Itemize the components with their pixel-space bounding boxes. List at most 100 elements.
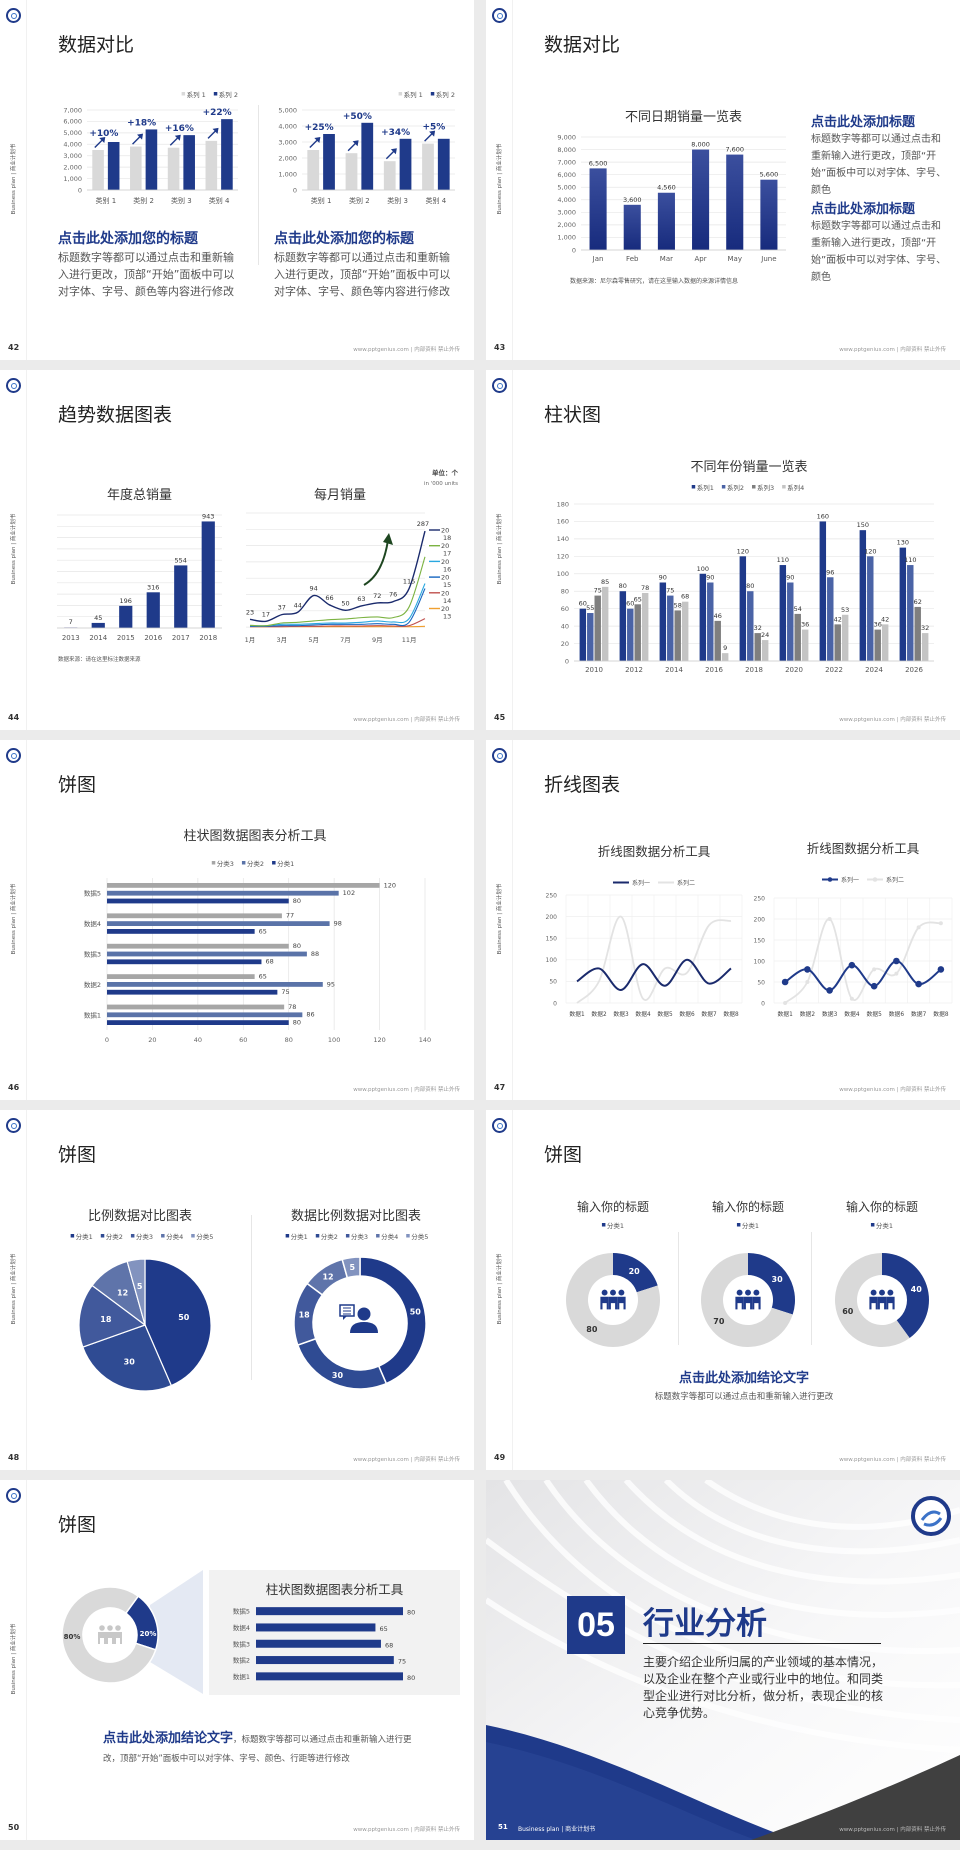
data-marker	[937, 966, 945, 973]
page-number: 42	[8, 343, 20, 352]
growth-label: +22%	[203, 108, 232, 118]
y-tick-label: 6,000	[557, 171, 576, 179]
trend-arrow-icon	[347, 140, 359, 152]
category-label: 数据6	[679, 1010, 695, 1018]
sidebar-divider	[26, 740, 27, 1100]
data-marker	[827, 917, 832, 921]
person-head	[870, 1289, 877, 1296]
y-tick-label: 100	[557, 570, 569, 578]
legend: 系列 1 系列 2	[398, 90, 455, 99]
legend-label: 分类1	[291, 1232, 308, 1241]
legend-swatch	[736, 1223, 741, 1227]
legend-label: 系列二	[886, 876, 904, 884]
slice-label: 80	[586, 1325, 598, 1334]
series-line	[249, 588, 426, 627]
category-label: 数据7	[911, 1010, 927, 1018]
legend-swatch	[211, 861, 216, 865]
legend: 分类1	[870, 1221, 893, 1230]
category-label: 2017	[172, 634, 190, 642]
category-label: 数据5	[866, 1010, 882, 1018]
person-head	[753, 1289, 760, 1296]
person-body	[886, 1296, 895, 1310]
conclusion-heading: 点击此处添加结论文字	[103, 1731, 234, 1746]
slide-44[interactable]: Business plan | 商业计划书 趋势数据图表 年度总销量 每月销量 …	[0, 370, 474, 730]
sidebar-divider	[26, 1110, 27, 1470]
data-label: 85	[601, 578, 609, 586]
footer-text: www.pptgenius.com | 内部资料 禁止外传	[353, 717, 460, 723]
data-marker	[805, 980, 810, 984]
person-body	[752, 1296, 761, 1310]
bar	[899, 547, 907, 661]
bar	[641, 592, 649, 661]
person-head	[745, 1289, 751, 1296]
category-label: 2013	[62, 634, 80, 642]
growth-label: +5%	[422, 123, 445, 133]
category-label: 2020	[785, 666, 803, 674]
legend-swatch	[285, 1234, 290, 1238]
legend: 系列一 系列二	[821, 876, 904, 884]
legend-swatch	[752, 485, 756, 489]
data-label: 36	[801, 621, 809, 629]
person-body	[877, 1296, 887, 1310]
chart-title: 折线图数据分析工具	[806, 841, 920, 856]
legend-label: 15	[443, 581, 451, 589]
category-label: 2014	[665, 666, 683, 674]
legend-label: 18	[443, 534, 451, 542]
pie-slice	[78, 1284, 147, 1348]
legend-label: 系列二	[677, 879, 695, 887]
bar	[145, 129, 158, 190]
chart-canvas: 0 1,000 2,000 3,000 4,000 5,000 6,000 7,000 8,00…	[557, 133, 786, 263]
data-label: 17	[262, 610, 270, 618]
slide-46[interactable]: Business plan | 商业计划书 饼图 柱状图数据图表分析工具 0 20…	[0, 740, 474, 1100]
trend-arrow-icon	[385, 148, 397, 160]
footer-text: www.pptgenius.com | 内部资料 禁止外传	[839, 1827, 946, 1833]
slide-48[interactable]: Business plan | 商业计划书 饼图 比例数据对比图表 数据比例数据…	[0, 1110, 474, 1470]
bar	[107, 943, 289, 949]
bar	[107, 1020, 289, 1025]
footer-text: www.pptgenius.com | 内部资料 禁止外传	[353, 1087, 460, 1093]
bar	[107, 913, 282, 919]
data-label: 554	[175, 556, 187, 564]
data-label: 196	[120, 597, 132, 605]
category-label: Apr	[695, 255, 707, 263]
bar	[201, 521, 215, 628]
slide-47[interactable]: Business plan | 商业计划书 折线图表 折线图数据分析工具 折线图…	[486, 740, 960, 1100]
slide-50[interactable]: Business plan | 商业计划书 饼图 20% 80% 80 数据1 75 数据…	[0, 1480, 474, 1840]
bar	[754, 633, 761, 661]
sidebar-divider	[512, 370, 513, 730]
data-label: 7	[69, 618, 73, 626]
data-label: 23	[246, 608, 254, 616]
x-tick-label: 9月	[372, 636, 383, 644]
slide-45[interactable]: Business plan | 商业计划书 柱状图 不同年份销量一览表 0 20 4…	[486, 370, 960, 730]
footer-text: www.pptgenius.com | 内部资料 禁止外传	[839, 347, 946, 353]
slide-43[interactable]: Business plan | 商业计划书 数据对比 不同日期销量一览表 0 1,…	[486, 0, 960, 360]
logo-icon	[492, 378, 507, 393]
bar	[623, 204, 641, 250]
y-tick-label: 5,000	[63, 129, 82, 137]
data-label: 88	[311, 950, 319, 958]
y-tick-label: 100	[754, 958, 766, 965]
slice-label: 12	[322, 1272, 333, 1281]
bar	[256, 1656, 394, 1665]
legend-swatch	[870, 1223, 875, 1227]
slide-51[interactable]: 05 行业分析 主要介绍企业所归属的产业领域的基本情况，以及企业在整个产业或行业…	[486, 1480, 960, 1840]
people-icon	[600, 1289, 626, 1310]
series-line	[250, 618, 426, 628]
slide-42[interactable]: Business plan | 商业计划书 数据对比 0 1,000 2,000 3,…	[0, 0, 474, 360]
pie-slice	[144, 1258, 212, 1387]
data-label: 130	[897, 539, 909, 547]
legend-label: 分类5	[196, 1232, 213, 1241]
slide-49[interactable]: Business plan | 商业计划书 饼图 输入你的标题 输入你的标题 输…	[486, 1110, 960, 1470]
legend-label: 13	[443, 613, 451, 621]
bar	[819, 521, 827, 661]
data-label: 110	[904, 556, 916, 564]
category-label: 数据2	[84, 980, 101, 989]
section-title: 行业分析	[643, 1606, 767, 1642]
y-tick-label: 250	[546, 892, 558, 899]
bar	[867, 556, 874, 661]
sidebar-divider	[512, 1110, 513, 1470]
slide-title: 饼图	[58, 1514, 97, 1536]
sidebar-divider	[26, 0, 27, 360]
bar	[256, 1623, 376, 1632]
category-label: 2016	[144, 634, 162, 642]
